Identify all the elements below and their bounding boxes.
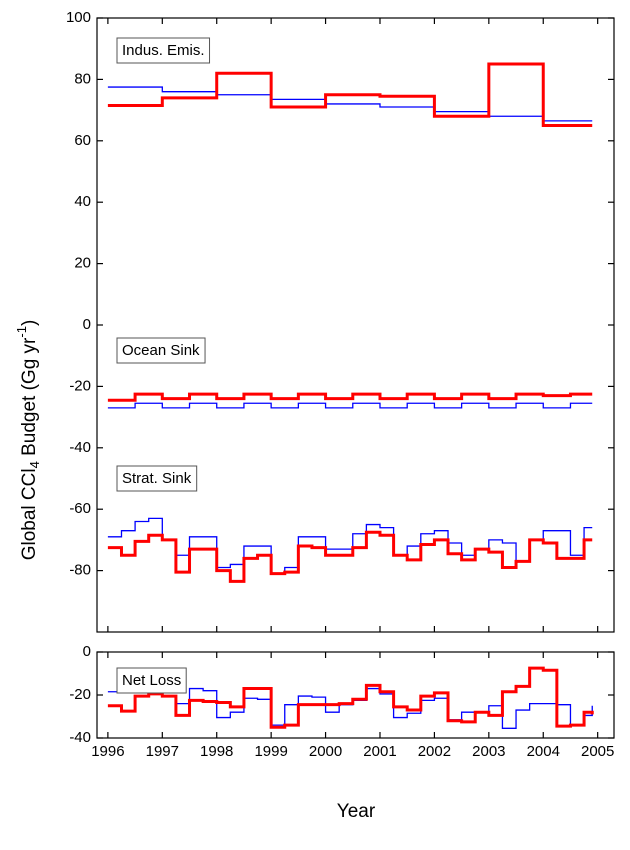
step-line [107,666,594,729]
y-tick-label: 40 [74,193,91,210]
y-label-sup: -1 [14,326,29,338]
x-tick-label: 2001 [363,743,396,760]
step-line [107,530,593,583]
y-tick-label: 80 [74,70,91,87]
annotation-box [116,465,198,492]
y-tick-label: 20 [74,255,91,272]
x-axis-label: Year [337,801,376,822]
step-line [107,86,593,122]
step-line [107,62,593,127]
annotation-label: Indus. Emis. [122,42,205,59]
y-label-sub: 4 [27,461,42,468]
x-tick-label: 2005 [581,743,614,760]
x-tick-label: 1997 [146,743,179,760]
plot-frame [96,651,615,739]
x-tick-label: 2003 [472,743,505,760]
x-tick-label: 1999 [254,743,287,760]
step-line [107,402,593,409]
annotation-box [116,337,206,364]
annotation-label: Strat. Sink [122,470,192,487]
y-tick-label: 0 [83,316,91,333]
x-tick-label: 2002 [418,743,451,760]
x-tick-label: 2004 [527,743,560,760]
y-tick-label: -40 [69,439,91,456]
annotation-label: Net Loss [122,672,181,689]
plot-frame [96,17,615,633]
y-tick-label: 100 [66,9,91,26]
x-tick-label: 2000 [309,743,342,760]
y-label-part: Budget (Gg yr [19,337,40,461]
y-tick-label: -20 [69,377,91,394]
y-axis-label: Global CCl4 Budget (Gg yr-1) [14,320,42,561]
x-tick-label: 1998 [200,743,233,760]
y-tick-label: 60 [74,132,91,149]
step-line [107,517,593,575]
y-tick-label: -80 [69,562,91,579]
y-label-part: Global CCl [19,468,40,560]
annotation-box [116,667,187,694]
step-line [107,392,593,402]
x-tick-label: 1996 [91,743,124,760]
annotation-label: Ocean Sink [122,342,200,359]
y-label-part: ) [19,320,40,326]
y-tick-label: 0 [83,643,91,660]
y-tick-label: -60 [69,500,91,517]
y-tick-label: -20 [69,686,91,703]
y-tick-label: -40 [69,729,91,746]
annotation-box [116,37,211,64]
